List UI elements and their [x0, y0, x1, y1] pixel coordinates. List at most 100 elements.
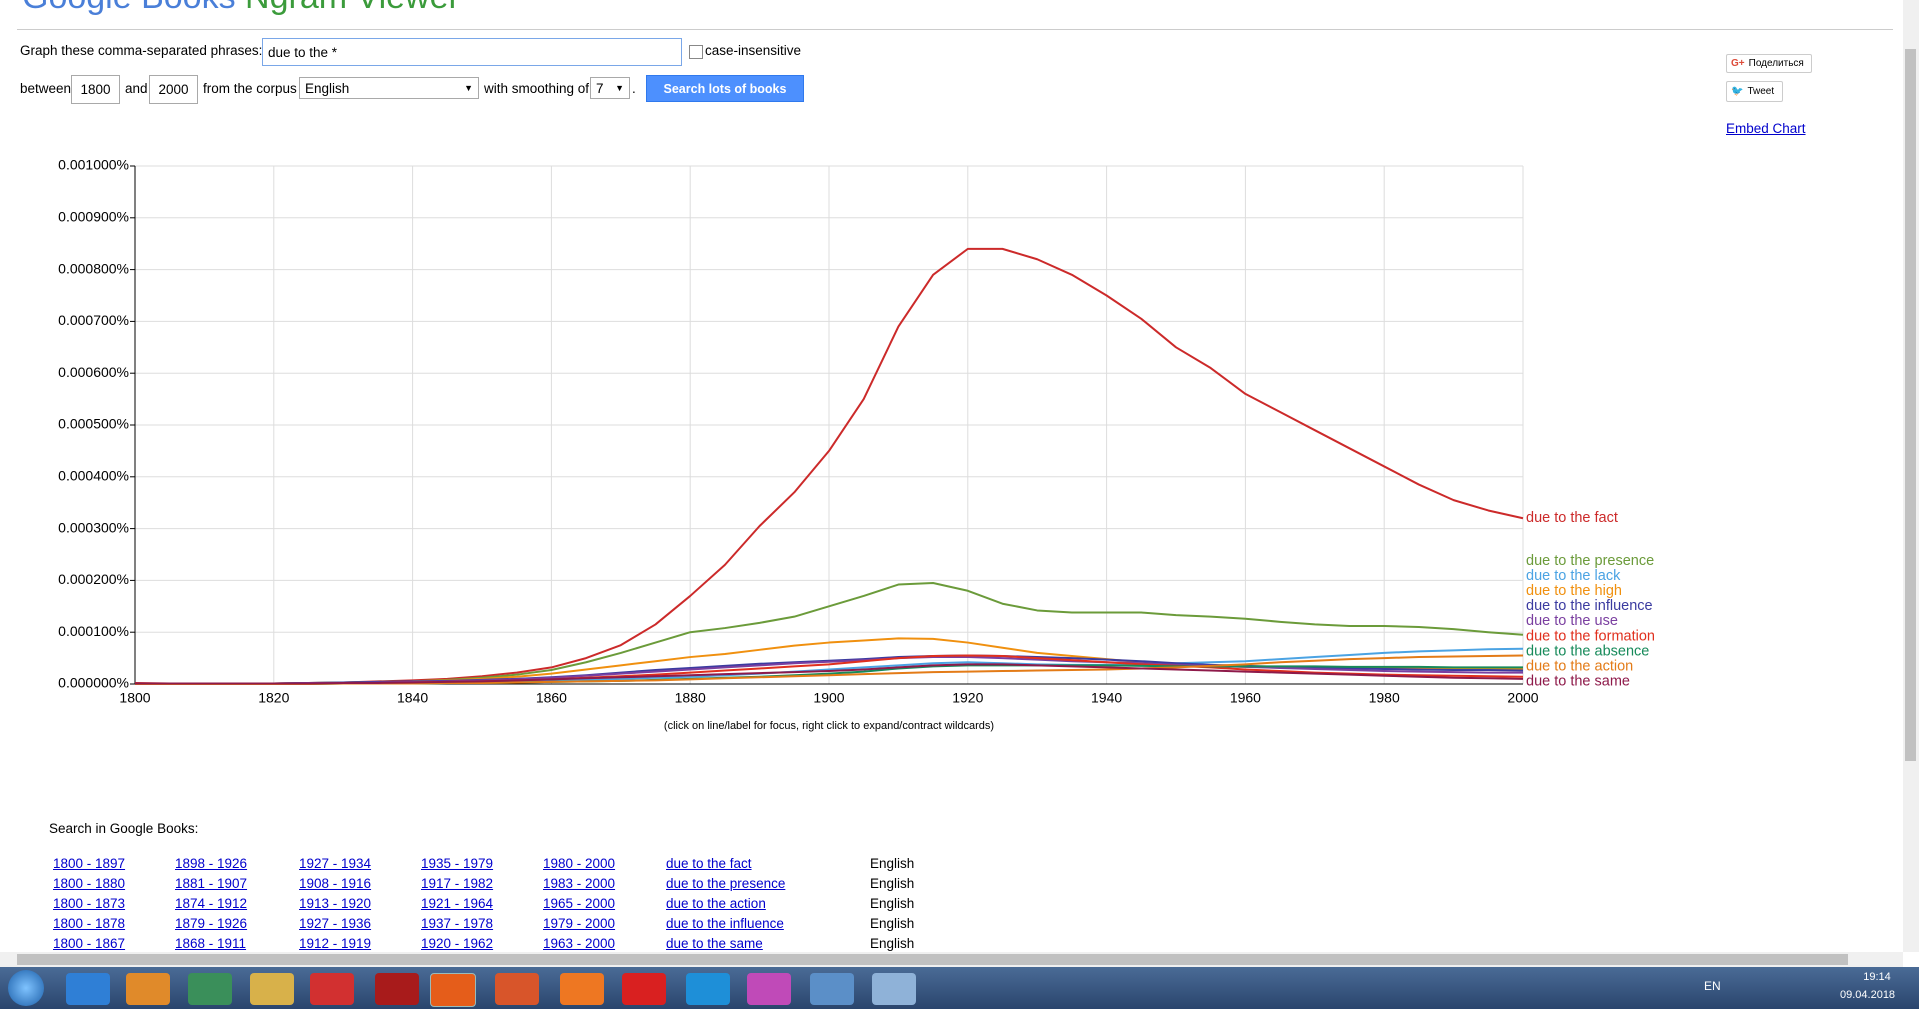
year-range-link[interactable]: 1912 - 1919	[299, 936, 372, 951]
search-language: English	[870, 916, 915, 931]
year-range-link[interactable]: 1937 - 1978	[421, 916, 494, 931]
app-icon[interactable]	[188, 973, 232, 1005]
x-tick-label: 1860	[536, 690, 567, 706]
y-tick-label: 0.000600%	[58, 364, 129, 380]
start-year-input[interactable]: 1800	[71, 75, 120, 104]
y-tick-label: 0.000200%	[58, 571, 129, 587]
year-range-link[interactable]: 1927 - 1936	[299, 916, 372, 931]
phrases-label: Graph these comma-separated phrases:	[20, 43, 263, 58]
scroll-thumb[interactable]	[1905, 49, 1916, 761]
horizontal-scrollbar[interactable]	[0, 952, 1903, 967]
corpus-label: from the corpus	[203, 81, 297, 96]
search-phrase-link[interactable]: due to the presence	[666, 876, 786, 891]
y-tick-label: 0.000100%	[58, 623, 129, 639]
search-button[interactable]: Search lots of books	[646, 75, 804, 102]
start-button[interactable]	[8, 970, 44, 1006]
year-range-link[interactable]: 1800 - 1897	[53, 856, 126, 871]
year-range-link[interactable]: 1980 - 2000	[543, 856, 616, 871]
dropdown-arrow: ▼	[464, 83, 473, 93]
series-label[interactable]: due to the high	[1526, 583, 1622, 599]
end-year: 2000	[158, 82, 189, 97]
year-range-link[interactable]: 1917 - 1982	[421, 876, 494, 891]
clock-time[interactable]: 19:14	[1863, 971, 1891, 983]
tweet-label: Tweet	[1747, 86, 1775, 97]
search-phrase-link[interactable]: due to the same	[666, 936, 763, 951]
logo: Google Books Ngram Viewer	[22, 0, 460, 17]
series-label[interactable]: due to the formation	[1526, 628, 1655, 644]
series-label[interactable]: due to the absence	[1526, 643, 1649, 659]
series-label[interactable]: due to the presence	[1526, 553, 1654, 569]
app-icon[interactable]	[126, 973, 170, 1005]
checkbox[interactable]	[689, 45, 703, 59]
period: .	[632, 81, 636, 96]
year-range-link[interactable]: 1965 - 2000	[543, 896, 616, 911]
search-language: English	[870, 896, 915, 911]
app-icon[interactable]	[66, 973, 110, 1005]
tweet-button[interactable]: 🐦 Tweet	[1726, 81, 1783, 102]
year-range-link[interactable]: 1800 - 1867	[53, 936, 126, 951]
tweet-icon: 🐦	[1731, 86, 1744, 97]
x-tick-label: 1800	[119, 690, 150, 706]
checkbox-label: case-insensitive	[705, 43, 802, 58]
end-year-input[interactable]: 2000	[149, 75, 198, 104]
series-label[interactable]: due to the lack	[1526, 568, 1621, 584]
x-tick-label: 1820	[258, 690, 289, 706]
corpus: English	[305, 80, 350, 96]
clock-date[interactable]: 09.04.2018	[1840, 989, 1896, 1001]
app-icon[interactable]	[810, 973, 854, 1005]
app-icon[interactable]	[495, 973, 539, 1005]
search-phrase-link[interactable]: due to the action	[666, 896, 766, 911]
year-range-link[interactable]: 1913 - 1920	[299, 896, 372, 911]
year-range-link[interactable]: 1935 - 1979	[421, 856, 494, 871]
smoothing-label: with smoothing of	[484, 81, 590, 96]
app-icon[interactable]	[872, 973, 916, 1005]
year-range-link[interactable]: 1983 - 2000	[543, 876, 616, 891]
year-range-link[interactable]: 1927 - 1934	[299, 856, 372, 871]
and-label: and	[125, 81, 148, 96]
query-input[interactable]: due to the *	[262, 38, 682, 66]
scroll-thumb[interactable]	[17, 954, 1848, 965]
language[interactable]: EN	[1704, 979, 1721, 993]
series-line[interactable]	[135, 663, 1524, 685]
search-language: English	[870, 936, 915, 951]
app-icon[interactable]	[622, 973, 666, 1005]
corpus-select[interactable]: English ▼	[299, 77, 479, 99]
app-icon[interactable]	[430, 973, 476, 1007]
year-range-link[interactable]: 1881 - 1907	[175, 876, 248, 891]
series-label[interactable]: due to the influence	[1526, 598, 1653, 614]
smoothing: 7	[596, 80, 604, 96]
app-icon[interactable]	[375, 973, 419, 1005]
smoothing-select[interactable]: 7 ▼	[590, 77, 630, 99]
year-range-link[interactable]: 1879 - 1926	[175, 916, 248, 931]
app-icon[interactable]	[747, 973, 791, 1005]
year-range-link[interactable]: 1800 - 1878	[53, 916, 126, 931]
app-icon[interactable]	[560, 973, 604, 1005]
gplus-share[interactable]: G+ Поделиться	[1726, 54, 1812, 73]
year-range-link[interactable]: 1874 - 1912	[175, 896, 248, 911]
year-range-link[interactable]: 1800 - 1880	[53, 876, 126, 891]
y-tick-label: 0.001000%	[58, 157, 129, 173]
year-range-link[interactable]: 1963 - 2000	[543, 936, 616, 951]
x-tick-label: 1980	[1369, 690, 1400, 706]
year-range-link[interactable]: 1800 - 1873	[53, 896, 126, 911]
x-tick-label: 1880	[675, 690, 706, 706]
embed-link[interactable]: Embed Chart	[1726, 121, 1806, 136]
logo-text: Google Books	[22, 0, 236, 16]
app-icon[interactable]	[310, 973, 354, 1005]
series-label[interactable]: due to the fact	[1526, 510, 1618, 526]
series-label[interactable]: due to the action	[1526, 659, 1633, 675]
year-range-link[interactable]: 1908 - 1916	[299, 876, 372, 891]
year-range-link[interactable]: 1979 - 2000	[543, 916, 616, 931]
year-range-link[interactable]: 1868 - 1911	[175, 936, 247, 951]
search-phrase-link[interactable]: due to the influence	[666, 916, 784, 931]
search-language: English	[870, 876, 915, 891]
year-range-link[interactable]: 1898 - 1926	[175, 856, 248, 871]
app-icon[interactable]	[250, 973, 294, 1005]
app-icon[interactable]	[686, 973, 730, 1005]
series-label[interactable]: due to the same	[1526, 674, 1630, 690]
vertical-scrollbar[interactable]	[1903, 0, 1919, 952]
search-phrase-link[interactable]: due to the fact	[666, 856, 752, 871]
year-range-link[interactable]: 1921 - 1964	[421, 896, 494, 911]
year-range-link[interactable]: 1920 - 1962	[421, 936, 494, 951]
series-label[interactable]: due to the use	[1526, 613, 1618, 629]
